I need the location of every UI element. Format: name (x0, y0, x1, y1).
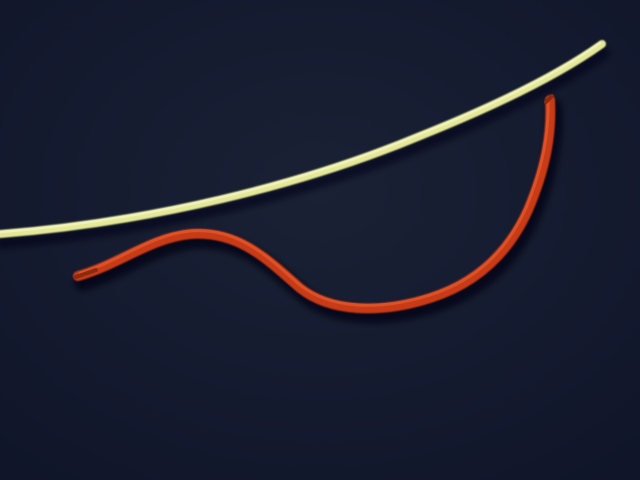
yellow-wire-shadow (0, 47, 610, 249)
yellow-wire (0, 40, 610, 249)
red-wire-stripped-tip-top (544, 94, 554, 104)
yellow-wire-body (0, 40, 606, 238)
red-wire-body (73, 95, 556, 314)
red-wire (73, 94, 563, 324)
red-wire-highlight (78, 99, 550, 307)
red-wire-shadow (74, 99, 563, 324)
red-wire-stripped-tip-left (74, 268, 98, 279)
yellow-wire-highlight (0, 41, 602, 234)
